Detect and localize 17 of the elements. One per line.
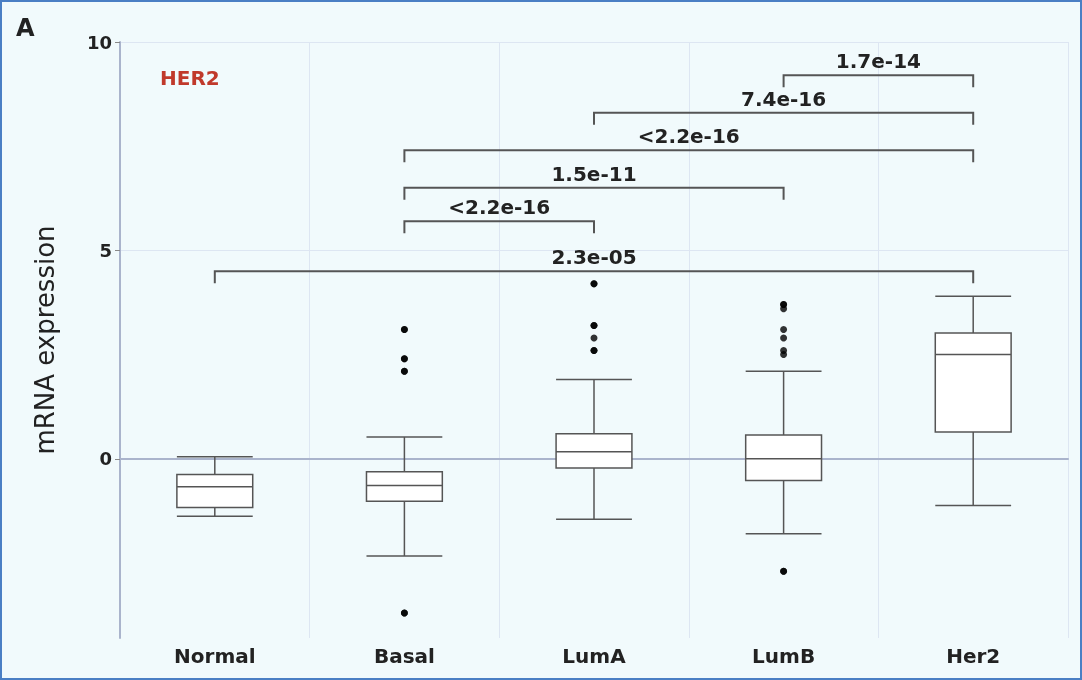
annotation: 7.4e-16 <box>741 86 827 111</box>
x-tick-label: Normal <box>174 644 256 668</box>
x-tick-label: Her2 <box>946 644 1001 668</box>
y-axis-title: mRNA expression <box>30 225 60 455</box>
text: A <box>16 14 35 42</box>
annotation: <2.2e-16 <box>637 124 740 149</box>
annotation: 2.3e-05 <box>551 245 637 270</box>
x-tick-label: LumB <box>752 644 816 668</box>
y-tick-label: 10 <box>86 31 112 53</box>
annotation: <2.2e-16 <box>448 195 551 220</box>
annotation: 1.7e-14 <box>835 49 921 74</box>
y-tick-label: 5 <box>99 239 112 261</box>
annotation: HER2 <box>160 66 220 90</box>
annotation: 1.5e-11 <box>551 161 637 186</box>
x-tick-label: LumA <box>562 644 627 668</box>
x-tick-label: Basal <box>373 644 435 668</box>
y-tick-label: 0 <box>99 448 112 470</box>
